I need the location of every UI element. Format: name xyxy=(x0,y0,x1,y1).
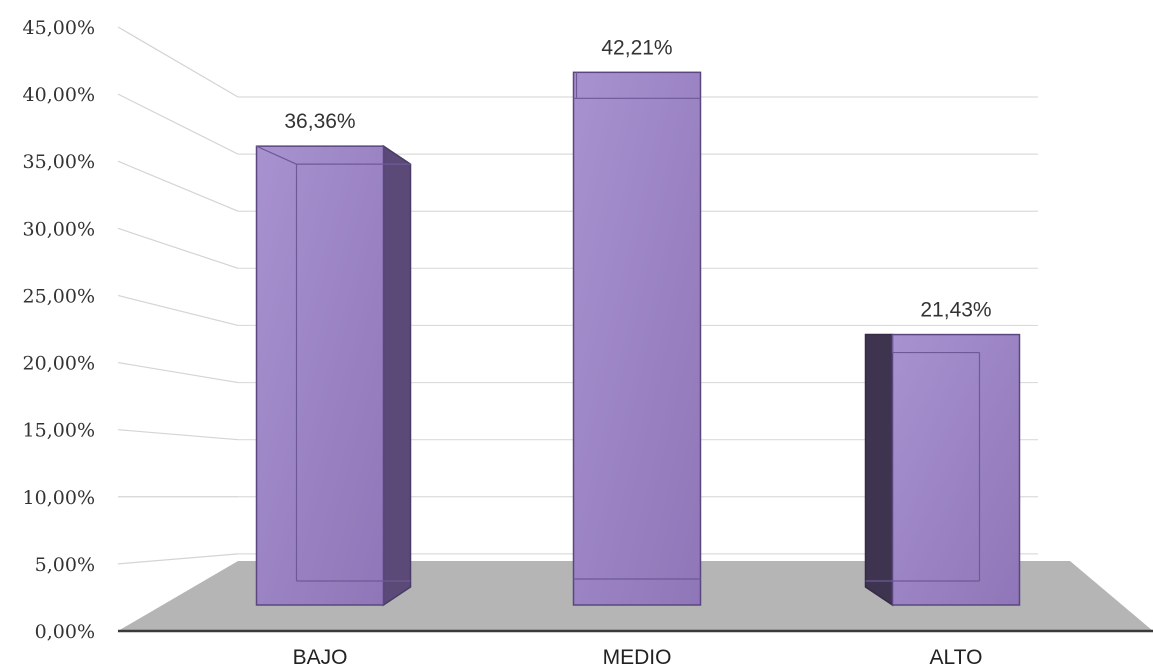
category-label: BAJO xyxy=(293,646,348,669)
bar-inner-edge xyxy=(256,145,297,165)
grid-perspective-line xyxy=(117,26,239,98)
grid-perspective-line xyxy=(117,160,239,212)
category-label: ALTO xyxy=(930,646,983,669)
bar-side-face xyxy=(864,333,894,607)
bar-front-face xyxy=(255,145,385,606)
y-tick-label: 40,00% xyxy=(23,84,95,106)
y-tick-label: 35,00% xyxy=(23,151,95,173)
data-label: 21,43% xyxy=(920,299,991,322)
bar-alto xyxy=(864,333,1021,607)
bar-bajo xyxy=(255,144,412,607)
grid-perspective-line xyxy=(117,294,239,327)
y-tick-label: 30,00% xyxy=(23,218,95,240)
data-label: 42,21% xyxy=(601,36,672,59)
y-tick-label: 25,00% xyxy=(23,285,95,307)
grid-perspective-line xyxy=(117,227,239,269)
grid-perspective-line xyxy=(117,553,239,565)
y-tick-label: 15,00% xyxy=(23,420,95,442)
category-label: MEDIO xyxy=(603,646,672,669)
y-tick-label: 45,00% xyxy=(23,17,95,39)
bar-front-face xyxy=(572,71,702,606)
y-tick-label: 20,00% xyxy=(23,353,95,375)
y-tick-label: 5,00% xyxy=(35,554,95,576)
bar-front-face xyxy=(891,333,1021,606)
grid-perspective-line xyxy=(117,361,239,384)
grid-perspective-line xyxy=(117,93,239,155)
bar-medio xyxy=(572,71,702,606)
data-label: 36,36% xyxy=(284,110,355,133)
bar-side-face xyxy=(382,144,412,607)
y-tick-label: 10,00% xyxy=(23,487,95,509)
y-tick-label: 0,00% xyxy=(35,621,95,643)
grid-perspective-line xyxy=(117,429,239,441)
